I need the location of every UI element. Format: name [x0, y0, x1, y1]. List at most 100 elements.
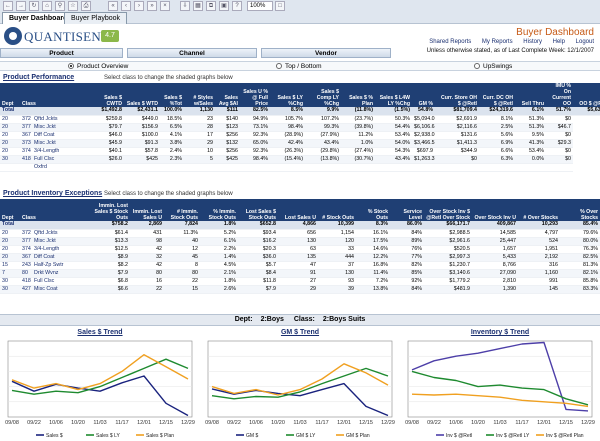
column-header[interactable]: % Immin. Stock Outs [200, 199, 238, 221]
logout-link[interactable]: Logout [575, 39, 594, 45]
table-row[interactable]: 15 243 Half-Zp Swtr $8.2 42 8 4.5% $5.7 47 37 16.8… [0, 261, 600, 270]
class-link[interactable]: Half-Zp Swtr [32, 261, 92, 270]
total-row[interactable]: Total $1,492.8 $2,431.1 100.0% 1,130 $111 82.5… [0, 107, 600, 116]
column-header[interactable]: Curr. DC OH $ @Retl [479, 83, 515, 107]
forward-icon[interactable]: → [16, 1, 26, 11]
column-header[interactable]: % Stock Outs [356, 199, 390, 221]
zoom-select[interactable]: 100% [247, 1, 273, 11]
column-header[interactable]: Sales $ % Plan [341, 83, 375, 107]
class-link[interactable]: Diff Coat [32, 253, 92, 262]
copy-icon[interactable]: ⧉ [206, 1, 216, 11]
column-header[interactable]: Service Level [390, 199, 424, 221]
column-header[interactable]: Sales U % @ Full Price [240, 83, 270, 107]
table-row[interactable]: 20 372 Qftd Jckts $61.4 431 11.3% 5.2% $93.4 656… [0, 229, 600, 238]
table-row[interactable]: 30 418 Full Clsc $6.8 16 22 1.8% $11.8 27 93 7.2% 9… [0, 277, 600, 286]
table-row[interactable]: 20 367 Diff Coat $8.9 32 45 1.4% $36.0 135 444 12.… [0, 253, 600, 262]
column-header[interactable]: Sales $ LY %Chg [270, 83, 305, 107]
column-header[interactable]: Curr. Store OH $ @Retl [435, 83, 479, 107]
radio-upswings[interactable]: UpSwings [474, 63, 512, 71]
prev-page-icon[interactable]: ‹ [121, 1, 131, 11]
home-icon[interactable]: ⌂ [42, 1, 52, 11]
class-link[interactable]: Full Clsc [32, 277, 92, 286]
history-link[interactable]: History [523, 39, 542, 45]
table-row[interactable]: 20 372 Qftd Jckts $259.8 $449.0 18.5% 23 $140 94… [0, 115, 600, 124]
table-row[interactable]: 30 427 Misc Coat $6.6 22 15 2.6% $7.9 29 39 13.8% 8… [0, 285, 600, 294]
fit-icon[interactable]: □ [275, 1, 285, 11]
first-page-icon[interactable]: « [108, 1, 118, 11]
chart-title[interactable]: Inventory $ Trend [470, 329, 530, 336]
shared-reports-link[interactable]: Shared Reports [429, 39, 472, 45]
column-header[interactable]: Lost Sales U [278, 199, 318, 221]
class-link[interactable]: Diff Coat [32, 131, 90, 140]
tab-buyer-playbook[interactable]: Buyer Playbook [64, 12, 128, 24]
export-icon[interactable]: ⇩ [180, 1, 190, 11]
inventory-title[interactable]: Product Inventory Exceptions [3, 190, 103, 197]
column-header[interactable]: Over Stock Inv $ @Retl Over Stock [424, 199, 472, 221]
class-link[interactable]: Oxfrd [32, 163, 90, 172]
column-header[interactable]: # Stock Outs [318, 199, 356, 221]
class-link[interactable]: Misc Jckt [32, 123, 90, 132]
column-header[interactable]: Sales $ L4W LY %Chg [375, 83, 412, 107]
column-header[interactable]: % Over Stocks [560, 199, 600, 221]
table-row[interactable]: 20 374 3/4-Length $12.5 42 12 2.2% $20.3 63 33 14.… [0, 245, 600, 254]
next-page-icon[interactable]: › [134, 1, 144, 11]
column-header[interactable]: Immin. Lost Sales $ Stock Outs [92, 199, 130, 221]
class-link[interactable]: 3/4-Length [32, 147, 90, 156]
radio-product-overview[interactable]: Product Overview [68, 63, 128, 71]
find-icon[interactable]: ⚲ [55, 1, 65, 11]
column-header[interactable]: Sales $ WTD [124, 83, 160, 107]
class-link[interactable]: Misc Coat [32, 285, 92, 294]
table-row[interactable]: 7 80 Drkt Wvnz $7.9 80 80 2.1% $8.4 91 130 11.4% 85… [0, 269, 600, 278]
column-header[interactable]: Sales Avg $AI [215, 83, 240, 107]
column-header[interactable]: Dept [0, 83, 20, 107]
page-setup-icon[interactable]: ▦ [193, 1, 203, 11]
column-header[interactable]: Class [20, 83, 90, 107]
table-row[interactable]: 30 418 Full Clsc $26.0 $425 2.3% 5 $425 98.4% (15… [0, 155, 600, 164]
column-header[interactable]: Sell Thru [515, 83, 546, 107]
table-row[interactable]: Oxfrd [0, 163, 600, 172]
table-row[interactable]: 20 367 Diff Coat $46.0 $100.0 4.1% 17 $256 92.3%… [0, 131, 600, 140]
column-header[interactable]: # Over Stocks [518, 199, 560, 221]
class-link[interactable]: 3/4-Length [32, 245, 92, 254]
column-header[interactable]: # Styles w/Sales [184, 83, 215, 107]
save-icon[interactable]: ▣ [219, 1, 229, 11]
close-icon[interactable]: × [160, 1, 170, 11]
help-link[interactable]: Help [552, 39, 565, 45]
table-row[interactable]: 20 373 Misc Jckt $45.9 $91.3 3.8% 29 $132 65.0% 4… [0, 139, 600, 148]
my-reports-link[interactable]: My Reports [481, 39, 513, 45]
class-link[interactable]: Misc Jckt [32, 237, 92, 246]
table-row[interactable]: 20 377 Misc Jckt $13.3 98 40 6.1% $16.2 130 120 17… [0, 237, 600, 246]
total-row[interactable]: Total $758.2 2,869 7,824 1.8% $652.8 4,866 10,3… [0, 221, 600, 230]
bookmark-icon[interactable]: ☆ [68, 1, 78, 11]
column-header[interactable]: Immin. Lost Sales U [130, 199, 164, 221]
class-link[interactable]: Drkt Wvnz [32, 269, 92, 278]
table-row[interactable]: 20 374 3/4-Length $40.1 $57.8 2.4% 10 $256 92.3%… [0, 147, 600, 156]
column-header[interactable]: Sales $ %Tot [160, 83, 184, 107]
class-link[interactable]: Qftd Jckts [32, 229, 92, 238]
column-header[interactable]: # Immin. Stock Outs [164, 199, 200, 221]
column-header[interactable]: OO $ @Retl [573, 83, 600, 107]
column-header[interactable]: Sales $ Comp LY %Chg [305, 83, 341, 107]
column-header[interactable]: IMU % On Current OO [546, 83, 573, 107]
tab-product[interactable]: Product [0, 48, 123, 58]
chart-title[interactable]: Sales $ Trend [77, 329, 123, 336]
class-link[interactable]: Full Clsc [32, 155, 90, 164]
class-link[interactable]: Qftd Jckts [32, 115, 90, 124]
performance-title[interactable]: Product Performance [3, 74, 75, 81]
print-icon[interactable]: ⎙ [81, 1, 91, 11]
column-header[interactable]: Dept [0, 199, 20, 221]
class-link[interactable]: Misc Jckt [32, 139, 90, 148]
tab-vendor[interactable]: Vendor [261, 48, 391, 58]
column-header[interactable]: Class [20, 199, 92, 221]
tab-channel[interactable]: Channel [127, 48, 257, 58]
column-header[interactable]: Over Stock Inv U [472, 199, 518, 221]
chart-title[interactable]: GM $ Trend [280, 329, 320, 336]
column-header[interactable]: Sales $ CWTD [90, 83, 124, 107]
help-icon[interactable]: ? [232, 1, 242, 11]
column-header[interactable]: GM % [412, 83, 435, 107]
back-icon[interactable]: ← [3, 1, 13, 11]
last-page-icon[interactable]: » [147, 1, 157, 11]
column-header[interactable]: Lost Sales $ Stock Outs [238, 199, 278, 221]
refresh-icon[interactable]: ↻ [29, 1, 39, 11]
radio-top-bottom[interactable]: Top / Bottom [276, 63, 322, 71]
